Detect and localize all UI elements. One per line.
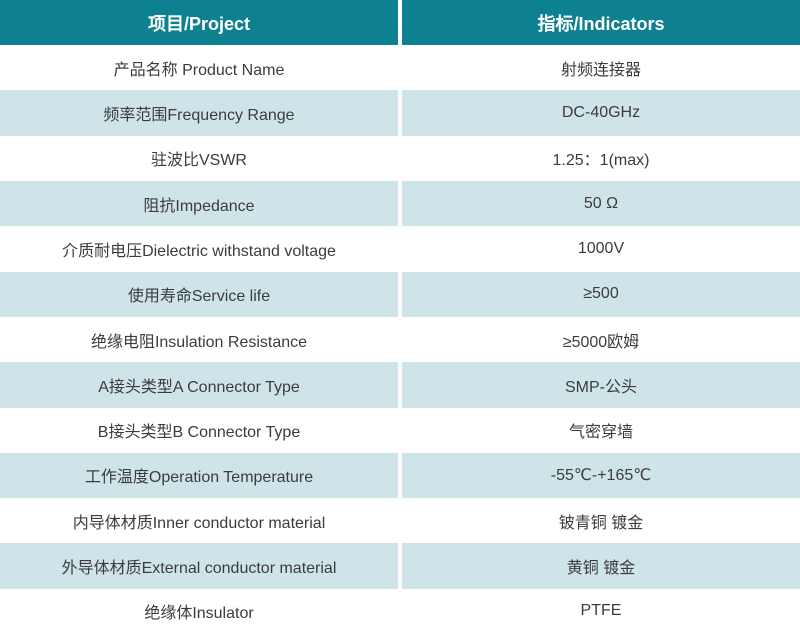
indicator-cell: 气密穿墙 [402,407,800,453]
table-row: 驻波比VSWR 1.25：1(max) [0,135,800,181]
indicator-cell: 1000V [402,226,800,272]
project-cell: 绝缘电阻Insulation Resistance [0,316,398,363]
project-cell: 使用寿命Service life [0,271,398,317]
table-row: 使用寿命Service life ≥500 [0,271,800,317]
table-row: 介质耐电压Dielectric withstand voltage 1000V [0,226,800,272]
project-cell: 外导体材质External conductor material [0,543,398,589]
table-row: 绝缘体Insulator PTFE [0,588,800,634]
table-row: 内导体材质Inner conductor material 铍青铜 镀金 [0,498,800,544]
indicator-cell: DC-40GHz [402,90,800,136]
header-project-cell: 项目/Project [0,0,398,45]
indicator-cell: 铍青铜 镀金 [402,498,800,544]
indicator-cell: 1.25：1(max) [402,135,800,181]
indicator-cell: PTFE [402,588,800,634]
indicator-cell: 射频连接器 [402,45,800,91]
table-row: 工作温度Operation Temperature -55℃-+165℃ [0,452,800,499]
project-cell: B接头类型B Connector Type [0,407,398,453]
indicator-cell: 50 Ω [402,180,800,227]
project-cell: 内导体材质Inner conductor material [0,498,398,544]
table-row: 绝缘电阻Insulation Resistance ≥5000欧姆 [0,316,800,363]
indicator-cell: -55℃-+165℃ [402,452,800,499]
project-cell: 绝缘体Insulator [0,588,398,634]
table-row: 频率范围Frequency Range DC-40GHz [0,90,800,136]
table-row: A接头类型A Connector Type SMP-公头 [0,362,800,408]
indicator-cell: 黄铜 镀金 [402,543,800,589]
project-cell: 工作温度Operation Temperature [0,452,398,499]
indicator-cell: ≥500 [402,271,800,317]
table-header-row: 项目/Project 指标/Indicators [0,0,800,45]
project-cell: 介质耐电压Dielectric withstand voltage [0,226,398,272]
table-row: 外导体材质External conductor material 黄铜 镀金 [0,543,800,589]
header-indicators-cell: 指标/Indicators [402,0,800,45]
table-row: 产品名称 Product Name 射频连接器 [0,45,800,91]
project-cell: 频率范围Frequency Range [0,90,398,136]
project-cell: 阻抗Impedance [0,180,398,227]
project-cell: 驻波比VSWR [0,135,398,181]
indicator-cell: SMP-公头 [402,362,800,408]
indicator-cell: ≥5000欧姆 [402,316,800,363]
project-cell: 产品名称 Product Name [0,45,398,91]
table-row: B接头类型B Connector Type 气密穿墙 [0,407,800,453]
project-cell: A接头类型A Connector Type [0,362,398,408]
table-row: 阻抗Impedance 50 Ω [0,180,800,227]
